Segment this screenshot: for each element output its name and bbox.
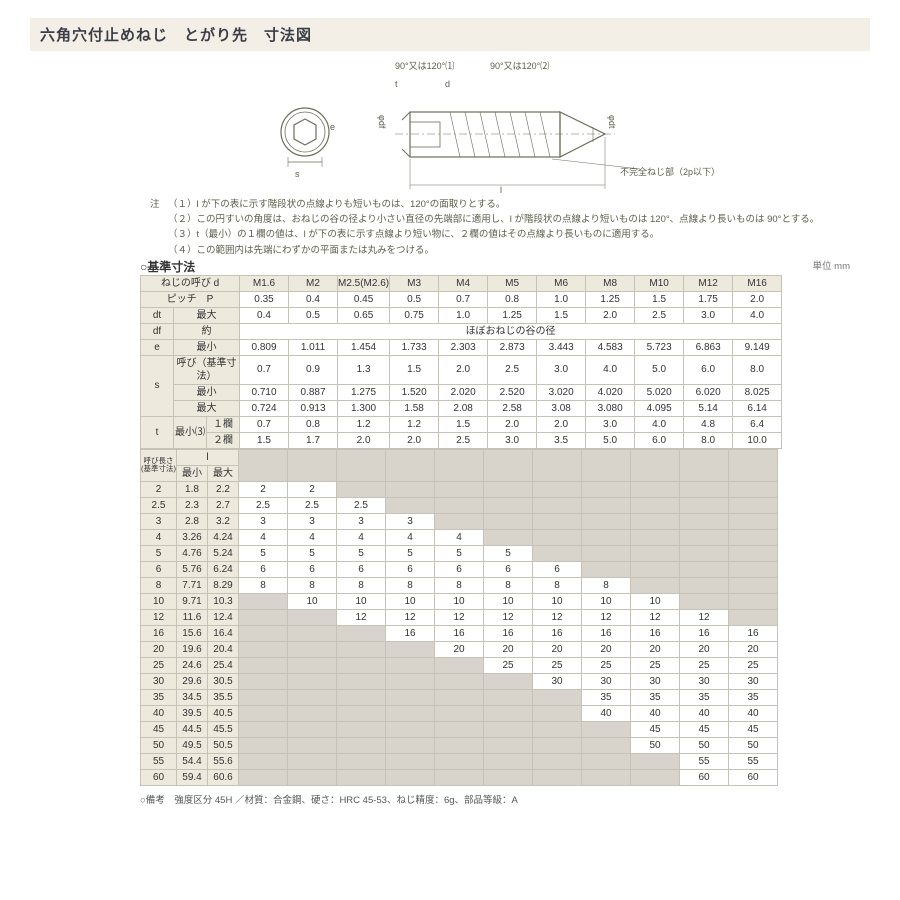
dim-df-label: φdf [377, 115, 387, 128]
notes-block: 注（１）l が下の表に示す階段状の点線よりも短いものは、120°の面取りとする。… [150, 197, 870, 258]
end-view-icon [270, 102, 340, 172]
parameter-table: ねじの呼び d M1.6 M2 M2.5(M2.6) M3 M4 M5 M6 M… [140, 275, 782, 449]
table-row: ピッチ P 0.350.40.450.50.70.81.01.251.51.75… [141, 291, 782, 307]
table-row: 65.766.246666666 [141, 561, 778, 577]
size-header: M2.5(M2.6) [338, 275, 390, 291]
pitch-label: ピッチ P [141, 291, 240, 307]
table-row: 109.7110.31010101010101010 [141, 593, 778, 609]
table-row: 2524.625.4252525252525 [141, 657, 778, 673]
table-row: dt最大 0.40.50.650.751.01.251.52.02.53.04.… [141, 307, 782, 323]
table-row: t最小⑶１欄 0.70.81.21.21.52.02.03.04.04.86.4 [141, 416, 782, 432]
table-row: 4039.540.540404040 [141, 705, 778, 721]
footer-note: ○備考 強度区分 45H ／材質：合金鋼、硬さ：HRC 45-53、ねじ精度：6… [140, 792, 870, 806]
angle-label-2: 90°又は120°⑵ [490, 59, 549, 72]
page-root: 六角穴付止めねじ とがり先 寸法図 90°又は120°⑴ 90°又は120°⑵ … [0, 0, 900, 900]
dim-t-label: t [395, 79, 398, 89]
note-3: （３）t（最小）の１欄の値は、l が下の表に示す点線より短い物に、２欄の値はその… [168, 229, 659, 240]
side-view-icon [380, 87, 640, 197]
table-row: 54.765.24555555 [141, 545, 778, 561]
table-row: 21.82.222 [141, 481, 778, 497]
unit-label: 単位 mm [813, 258, 850, 272]
size-header: M12 [684, 275, 733, 291]
table-row: 4544.545.5454545 [141, 721, 778, 737]
notes-prefix: 注 [150, 197, 168, 212]
note-1: （１）l が下の表に示す階段状の点線よりも短いものは、120°の面取りとする。 [168, 199, 505, 210]
table-row: e最小 0.8091.0111.4541.7332.3032.8733.4434… [141, 339, 782, 355]
table-row: 87.718.2988888888 [141, 577, 778, 593]
table-row: 6059.460.66060 [141, 769, 778, 785]
table-row: 2019.620.420202020202020 [141, 641, 778, 657]
table-row: df約 ほぼおねじの谷の径 [141, 323, 782, 339]
size-header: M4 [439, 275, 488, 291]
dim-e-label: e [330, 122, 335, 132]
note-2: （２）この円すいの角度は、おねじの谷の径より小さい直径の先端部に適用し、l が階… [168, 214, 819, 225]
table-row: 32.83.23333 [141, 513, 778, 529]
dim-l-label: l [500, 185, 502, 195]
size-header: M10 [635, 275, 684, 291]
size-header: M2 [289, 275, 338, 291]
thread-d-header: ねじの呼び d [141, 275, 240, 291]
dim-dt-label: φdt [607, 115, 617, 128]
size-header: M8 [586, 275, 635, 291]
page-title: 六角穴付止めねじ とがり先 寸法図 [40, 24, 860, 45]
df-note: ほぼおねじの谷の径 [240, 323, 782, 339]
table-row: ねじの呼び d M1.6 M2 M2.5(M2.6) M3 M4 M5 M6 M… [141, 275, 782, 291]
size-header: M3 [390, 275, 439, 291]
table-row: ２欄 1.51.72.02.02.53.03.55.06.08.010.0 [141, 432, 782, 448]
table-row: 2.52.32.72.52.52.5 [141, 497, 778, 513]
section-heading-row: ○基準寸法 単位 mm [30, 258, 870, 275]
size-header: M6 [537, 275, 586, 291]
size-header: M5 [488, 275, 537, 291]
size-header: M1.6 [240, 275, 289, 291]
title-bar: 六角穴付止めねじ とがり先 寸法図 [30, 18, 870, 51]
table-row: 43.264.2444444 [141, 529, 778, 545]
note-4: （４）この範囲内は先端にわずかの平面または丸みをつける。 [168, 245, 434, 256]
table-row: 5049.550.5505050 [141, 737, 778, 753]
dim-s-label: s [295, 169, 300, 179]
table-row: 3029.630.53030303030 [141, 673, 778, 689]
table-row: 5554.455.65555 [141, 753, 778, 769]
table-row: 1211.612.41212121212121212 [141, 609, 778, 625]
table-row: 最小 0.7100.8871.2751.5202.0202.5203.0204.… [141, 384, 782, 400]
section-heading: ○基準寸法 [140, 260, 195, 274]
table-row: 1615.616.41616161616161616 [141, 625, 778, 641]
incomplete-thread-label: 不完全ねじ部（2p以下） [620, 165, 720, 178]
angle-label-1: 90°又は120°⑴ [395, 59, 454, 72]
length-matrix-table: 呼び長さ (基準寸法)l最小最大21.82.2222.52.32.72.52.5… [140, 449, 778, 786]
table-row: 3534.535.535353535 [141, 689, 778, 705]
table-row: 最大 0.7240.9131.3001.582.082.583.083.0804… [141, 400, 782, 416]
dim-d-label: d [445, 79, 450, 89]
technical-diagram: 90°又は120°⑴ 90°又は120°⑵ e s [200, 57, 870, 197]
table-row: s呼び（基準寸法） 0.70.91.31.52.02.53.04.05.06.0… [141, 355, 782, 384]
size-header: M16 [733, 275, 782, 291]
